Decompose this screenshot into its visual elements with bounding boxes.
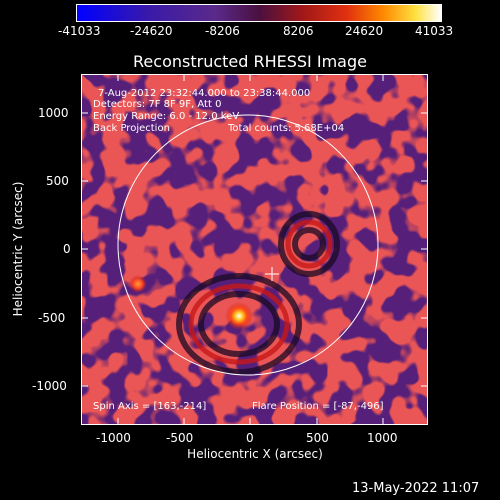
y-tick: 1000 xyxy=(38,106,69,120)
flare-position: Flare Position = [-87,-496] xyxy=(252,401,384,412)
method: Back Projection xyxy=(93,123,170,134)
solar-limb xyxy=(117,114,379,376)
detectors: Detectors: 7F 8F 9F, Att 0 xyxy=(93,99,222,110)
y-tick: 0 xyxy=(63,242,71,256)
time-range: 7-Aug-2012 23:32:44.000 to 23:38:44.000 xyxy=(98,88,311,99)
total-counts: Total counts: 5.68E+04 xyxy=(228,123,345,134)
x-tick: -1000 xyxy=(96,431,131,445)
energy-range: Energy Range: 6.0 - 12.0 keV xyxy=(93,111,240,122)
y-tick: -500 xyxy=(38,311,66,325)
colorbar-tick: -41033 xyxy=(58,24,101,38)
colorbar-tick: -8206 xyxy=(205,24,240,38)
secondary-source xyxy=(129,275,147,293)
colorbar-tick: 41033 xyxy=(415,24,454,38)
colorbar-tick: 24620 xyxy=(345,24,384,38)
plot-title: Reconstructed RHESSI Image xyxy=(133,52,367,71)
colorbar-ticks: -41033 -24620 -8206 8206 24620 41033 xyxy=(0,0,500,40)
x-tick: 1000 xyxy=(367,431,398,445)
footer-date: 13-May-2022 11:07 xyxy=(352,481,480,496)
x-tick: -500 xyxy=(166,431,194,445)
spin-axis: Spin Axis = [163,-214] xyxy=(93,401,207,412)
x-tick: 0 xyxy=(246,431,254,445)
y-axis-label: Heliocentric Y (arcsec) xyxy=(11,181,25,317)
y-tick: 500 xyxy=(46,174,69,188)
colorbar xyxy=(76,4,442,22)
y-tick: -1000 xyxy=(32,379,67,393)
colorbar-tick: 8206 xyxy=(283,24,314,38)
rhessi-image xyxy=(81,74,428,425)
colorbar-tick: -24620 xyxy=(130,24,173,38)
x-tick: 500 xyxy=(306,431,329,445)
x-axis-label: Heliocentric X (arcsec) xyxy=(187,447,323,461)
flare-source xyxy=(225,302,253,330)
